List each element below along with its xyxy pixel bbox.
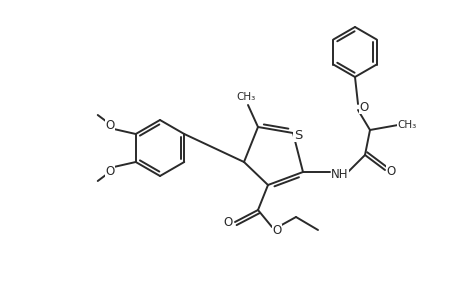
Text: CH₃: CH₃ bbox=[236, 92, 255, 102]
Text: S: S bbox=[293, 128, 302, 142]
Text: CH₃: CH₃ bbox=[397, 120, 416, 130]
Text: O: O bbox=[386, 164, 395, 178]
Text: O: O bbox=[105, 164, 114, 178]
Text: O: O bbox=[272, 224, 281, 238]
Text: O: O bbox=[358, 100, 368, 113]
Text: O: O bbox=[105, 118, 114, 131]
Text: NH: NH bbox=[330, 167, 348, 181]
Text: O: O bbox=[223, 217, 232, 230]
